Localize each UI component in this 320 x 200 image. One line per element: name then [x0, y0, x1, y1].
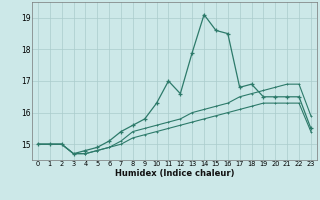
- X-axis label: Humidex (Indice chaleur): Humidex (Indice chaleur): [115, 169, 234, 178]
